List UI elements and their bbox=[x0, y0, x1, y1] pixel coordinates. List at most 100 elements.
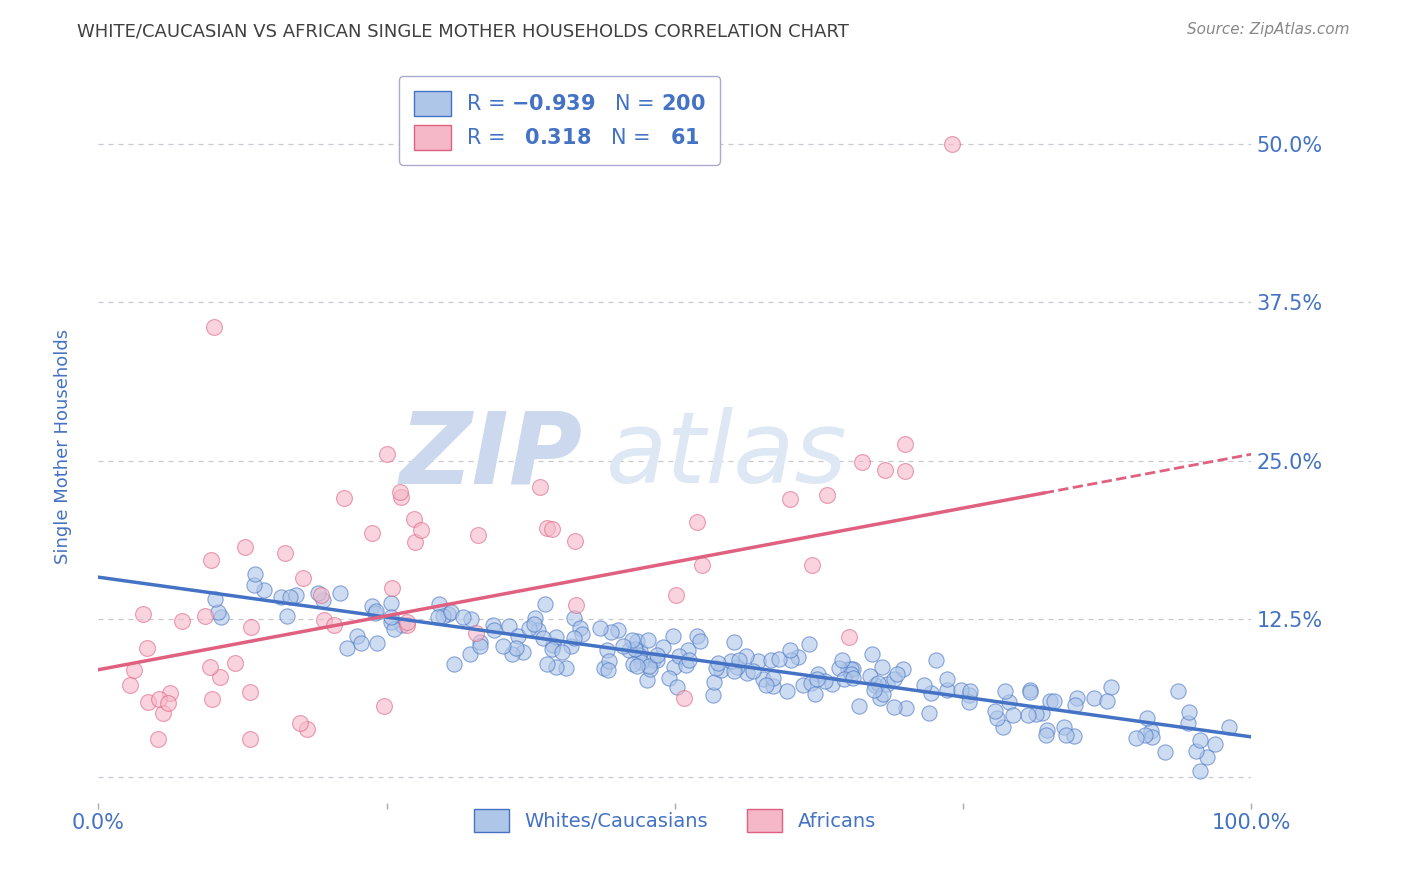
Point bbox=[860, 647, 883, 661]
Point bbox=[1140, 730, 1163, 744]
Point bbox=[600, 625, 623, 640]
Point bbox=[235, 541, 257, 555]
Point bbox=[523, 617, 546, 632]
Point bbox=[505, 641, 527, 656]
Point bbox=[957, 695, 980, 709]
Point bbox=[678, 643, 700, 657]
Point bbox=[665, 588, 688, 602]
Point bbox=[432, 609, 454, 624]
Point bbox=[595, 643, 617, 657]
Point bbox=[312, 592, 335, 607]
Point bbox=[925, 653, 948, 667]
Point bbox=[512, 645, 534, 659]
Point bbox=[1125, 731, 1147, 746]
Point bbox=[118, 678, 141, 692]
Point bbox=[198, 660, 221, 674]
Point bbox=[536, 521, 558, 535]
Point bbox=[883, 700, 905, 714]
Point bbox=[776, 684, 799, 698]
Point bbox=[894, 436, 917, 450]
Point bbox=[312, 613, 335, 627]
Point bbox=[1140, 724, 1163, 739]
Point bbox=[839, 667, 862, 681]
Point bbox=[468, 635, 491, 649]
Point bbox=[728, 653, 751, 667]
Point bbox=[949, 683, 972, 698]
Point bbox=[451, 609, 474, 624]
Point bbox=[1185, 744, 1208, 758]
Point bbox=[364, 607, 387, 621]
Point bbox=[626, 659, 648, 673]
Point bbox=[1056, 728, 1078, 742]
Point bbox=[986, 711, 1008, 725]
Point bbox=[675, 658, 697, 673]
Point bbox=[866, 676, 889, 690]
Point bbox=[427, 597, 450, 611]
Point bbox=[859, 669, 882, 683]
Point bbox=[891, 662, 914, 676]
Point bbox=[596, 664, 619, 678]
Point bbox=[541, 638, 564, 652]
Point bbox=[628, 648, 651, 662]
Point bbox=[551, 645, 574, 659]
Point bbox=[806, 672, 828, 686]
Point bbox=[239, 732, 262, 747]
Point bbox=[869, 690, 891, 705]
Point bbox=[1066, 690, 1088, 705]
Point bbox=[706, 656, 728, 670]
Point bbox=[643, 653, 665, 667]
Point bbox=[894, 464, 917, 478]
Point bbox=[437, 607, 460, 622]
Text: Single Mother Households: Single Mother Households bbox=[55, 328, 72, 564]
Point bbox=[886, 667, 908, 681]
Point bbox=[458, 648, 481, 662]
Point bbox=[562, 631, 585, 645]
Point bbox=[872, 687, 894, 701]
Point bbox=[742, 665, 765, 679]
Point bbox=[288, 715, 311, 730]
Point bbox=[865, 678, 887, 692]
Point bbox=[1154, 745, 1177, 759]
Point bbox=[152, 706, 174, 720]
Point bbox=[941, 136, 963, 151]
Point bbox=[842, 672, 865, 686]
Point bbox=[443, 657, 465, 672]
Point bbox=[492, 639, 515, 653]
Point bbox=[555, 660, 578, 674]
Point bbox=[862, 683, 884, 698]
Text: ZIP: ZIP bbox=[399, 408, 582, 505]
Point bbox=[831, 653, 853, 667]
Point bbox=[762, 672, 785, 686]
Point bbox=[1218, 720, 1240, 734]
Point bbox=[762, 679, 785, 693]
Point bbox=[157, 696, 180, 710]
Point bbox=[1136, 711, 1159, 725]
Point bbox=[704, 661, 727, 675]
Point bbox=[346, 629, 368, 643]
Point bbox=[832, 672, 855, 686]
Point bbox=[651, 640, 673, 655]
Point bbox=[786, 649, 808, 664]
Point bbox=[837, 662, 859, 676]
Point bbox=[136, 695, 159, 709]
Point bbox=[1063, 729, 1085, 743]
Point bbox=[201, 691, 224, 706]
Point bbox=[243, 578, 266, 592]
Point bbox=[274, 546, 297, 560]
Point bbox=[366, 635, 388, 649]
Point bbox=[382, 622, 405, 636]
Point bbox=[838, 630, 860, 644]
Point bbox=[1195, 750, 1218, 764]
Point bbox=[621, 657, 644, 672]
Point bbox=[200, 553, 222, 567]
Point bbox=[1204, 738, 1226, 752]
Point bbox=[291, 571, 314, 585]
Point bbox=[751, 672, 773, 686]
Point bbox=[498, 619, 520, 633]
Text: atlas: atlas bbox=[606, 408, 848, 505]
Point bbox=[1189, 733, 1212, 747]
Point bbox=[678, 653, 700, 667]
Point bbox=[361, 599, 384, 613]
Point bbox=[148, 732, 170, 747]
Point bbox=[842, 662, 865, 676]
